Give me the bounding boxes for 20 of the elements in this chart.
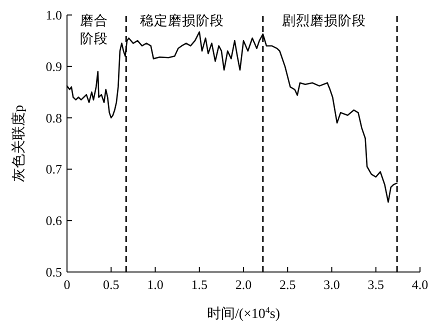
annotation: 磨合阶段 <box>80 13 108 46</box>
y-tick-label: 1.0 <box>46 8 62 22</box>
y-tick-label: 0.9 <box>46 58 62 74</box>
x-tick-label: 3.0 <box>324 277 340 292</box>
y-tick-label: 0.8 <box>46 110 62 126</box>
y-tick-label: 0.7 <box>46 162 62 177</box>
x-tick-label: 3.5 <box>368 277 384 292</box>
x-tick-label: 0.5 <box>103 277 120 292</box>
y-tick-label: 0.5 <box>46 264 62 280</box>
x-tick-label: 4.0 <box>412 277 428 292</box>
x-tick-label: 0 <box>64 277 70 292</box>
annotation: 稳定磨损阶段 <box>140 13 224 28</box>
annotation: 剧烈磨损阶段 <box>282 13 366 28</box>
x-tick-label: 2.0 <box>235 277 252 292</box>
y-tick-label: 0.6 <box>46 213 62 228</box>
x-axis-title: 时间/(×10$^{4}$s) <box>206 305 280 322</box>
x-tick-label: 1.5 <box>191 277 208 292</box>
y-axis-title: 灰色关联度p <box>11 105 27 182</box>
x-tick-label: 2.5 <box>280 277 296 292</box>
x-tick-label: 1.0 <box>147 277 164 292</box>
